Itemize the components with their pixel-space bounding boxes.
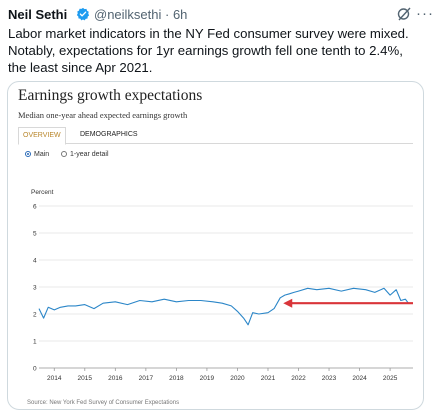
x-tick-label: 2023: [322, 375, 337, 382]
tab-demographics[interactable]: DEMOGRAPHICS: [80, 131, 138, 138]
x-tick-label: 2021: [261, 375, 276, 382]
verified-badge-icon: [76, 7, 90, 21]
y-tick-label: 1: [33, 339, 37, 346]
chart-source: Source: New York Fed Survey of Consumer …: [27, 400, 180, 406]
tab-overview[interactable]: OVERVIEW: [18, 127, 66, 145]
chart-subtitle: Median one-year ahead expected earnings …: [18, 110, 188, 120]
series-line: [38, 287, 409, 326]
y-tick-label: 2: [33, 312, 37, 319]
x-tick-label: 2018: [169, 375, 184, 382]
chart-tab-bar: OVERVIEW DEMOGRAPHICS: [18, 127, 413, 145]
grok-icon[interactable]: [396, 6, 412, 22]
tweet-header: Neil Sethi @neilksethi · 6h ···: [8, 5, 433, 25]
y-tick-label: 0: [33, 366, 37, 373]
tweet-text: Labor market indicators in the NY Fed co…: [8, 26, 409, 75]
y-axis-label: Percent: [31, 189, 54, 196]
x-tick-label: 2015: [78, 375, 93, 382]
y-tick-label: 3: [33, 285, 37, 292]
more-options-icon[interactable]: ···: [416, 5, 434, 22]
x-tick-label: 2020: [230, 375, 245, 382]
chart-title: Earnings growth expectations: [18, 87, 203, 104]
chart-card[interactable]: Earnings growth expectations Median one-…: [7, 81, 424, 410]
radio-main[interactable]: [25, 151, 31, 157]
x-tick-label: 2014: [47, 375, 62, 382]
author-handle[interactable]: @neilksethi · 6h: [94, 7, 188, 22]
line-chart: Percent 0 1 2 3 4 5 6 2014 2015 2016 2017 2018 2019 20…: [31, 189, 413, 382]
y-tick-label: 4: [33, 258, 37, 265]
x-tick-label: 2017: [139, 375, 154, 382]
x-tick-label: 2016: [108, 375, 123, 382]
x-tick-label: 2022: [291, 375, 306, 382]
radio-1-year-detail[interactable]: [61, 151, 67, 157]
radio-main-label: Main: [34, 151, 50, 158]
author-name[interactable]: Neil Sethi: [8, 7, 68, 22]
radio-1-year-detail-label: 1-year detail: [70, 151, 109, 158]
x-tick-label: 2019: [200, 375, 215, 382]
y-tick-label: 5: [33, 231, 37, 238]
annotation-arrow-head: [283, 298, 293, 308]
x-tick-label: 2024: [352, 375, 367, 382]
x-tick-label: 2025: [383, 375, 398, 382]
y-tick-label: 6: [33, 204, 37, 211]
